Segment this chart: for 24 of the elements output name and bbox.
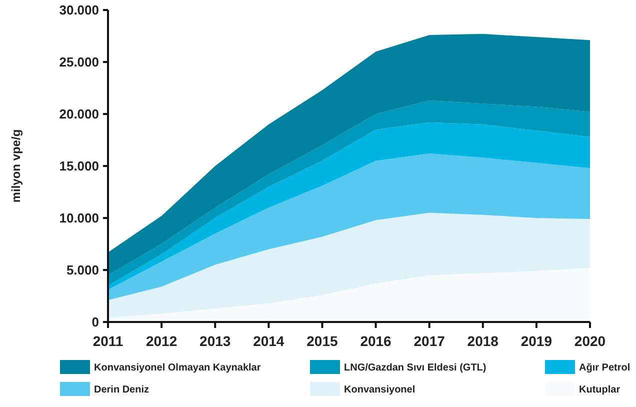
legend-label: Konvansiyonel xyxy=(344,384,416,396)
x-tick-label: 2020 xyxy=(574,333,606,349)
x-tick-label: 2016 xyxy=(360,333,392,349)
y-tick-label: 10.000 xyxy=(59,210,99,226)
y-tick-label: 0 xyxy=(92,314,99,330)
x-tick-label: 2018 xyxy=(467,333,499,349)
legend-label: Konvansiyonel Olmayan Kaynaklar xyxy=(94,362,261,374)
x-tick-label: 2011 xyxy=(92,333,124,349)
y-tick-label: 25.000 xyxy=(59,54,99,70)
x-tick-label: 2019 xyxy=(520,333,552,349)
y-tick-label: 5.000 xyxy=(66,262,99,278)
y-tick-label: 30.000 xyxy=(59,2,99,18)
y-tick-label: 15.000 xyxy=(59,158,99,174)
legend-label: LNG/Gazdan Sıvı Eldesi (GTL) xyxy=(344,362,486,374)
x-tick-label: 2017 xyxy=(414,333,446,349)
legend-label: Derin Deniz xyxy=(94,384,150,396)
x-tick-label: 2013 xyxy=(200,333,231,349)
legend-label: Kutuplar xyxy=(579,384,620,396)
y-tick-label: 20.000 xyxy=(59,106,99,122)
x-tick-label: 2014 xyxy=(253,333,284,349)
y-axis-title: milyon vpe/g xyxy=(9,129,23,203)
legend-label: Ağır Petrol xyxy=(579,362,630,374)
x-tick-label: 2015 xyxy=(306,333,338,349)
x-tick-label: 2012 xyxy=(146,333,178,349)
